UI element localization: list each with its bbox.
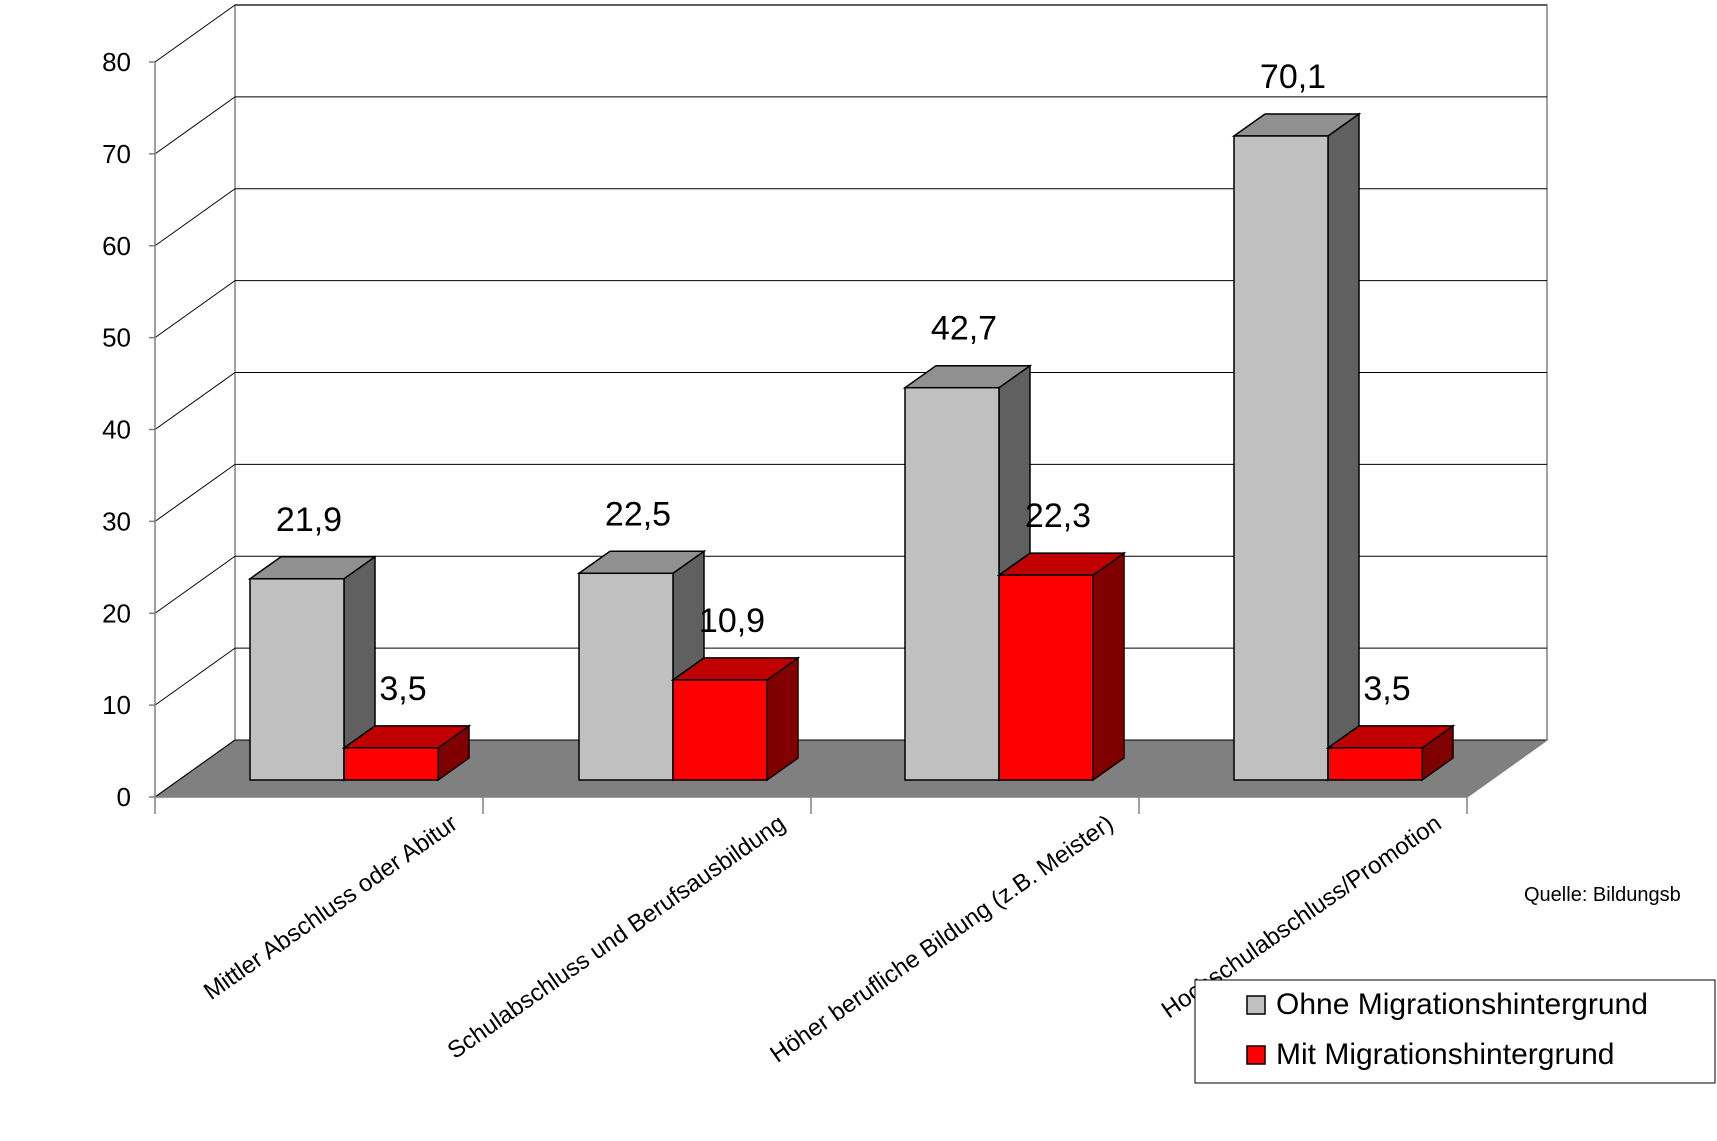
bars: [247, 112, 1456, 782]
gridline-side: [154, 188, 236, 247]
y-tick-label: 80: [102, 47, 131, 77]
bar-ohne-3-side: [1327, 112, 1360, 782]
bar-mit-2-front: [998, 574, 1094, 781]
data-labels: 21,9 3,5 22,5 10,9 42,7 22,3 70,1 3,5: [276, 58, 1411, 708]
bar-ohne-0-front: [249, 578, 345, 781]
floor-right-edge: [1466, 739, 1548, 798]
legend-label-mit: Mit Migrationshintergrund: [1276, 1038, 1614, 1071]
legend-swatch-mit: [1246, 1045, 1266, 1065]
bar-ohne-1-front: [578, 572, 674, 781]
gridline-side: [154, 4, 236, 63]
bar-mit-0-front: [343, 747, 439, 781]
gridline-side: [154, 647, 236, 706]
y-axis-ticks: 0 10 20 30 40 50 60 70 80: [102, 47, 155, 812]
data-label-ohne-3: 70,1: [1260, 58, 1326, 96]
bar-mit-2: [996, 551, 1127, 782]
y-tick-label: 30: [102, 506, 131, 536]
legend-swatch-ohne: [1246, 995, 1266, 1015]
source-note: Quelle: Bildungsb: [1524, 884, 1681, 906]
y-tick-label: 10: [102, 690, 131, 720]
gridline-side: [154, 372, 236, 430]
legend-box: [1194, 979, 1716, 1084]
data-label-ohne-2: 42,7: [931, 310, 997, 348]
bar-mit-3-front: [1327, 747, 1423, 781]
gridline-side: [154, 96, 236, 155]
bar-ohne-3: [1231, 112, 1362, 782]
bar-mit-0: [341, 724, 472, 782]
y-tick-label: 50: [102, 323, 131, 353]
y-tick-label: 70: [102, 139, 131, 169]
data-label-mit-3: 3,5: [1363, 670, 1410, 708]
gridline-side: [154, 463, 236, 522]
data-label-mit-0: 3,5: [379, 670, 426, 708]
data-label-ohne-1: 22,5: [605, 495, 671, 533]
bar-mit-2-side: [1092, 551, 1125, 782]
gridline-side: [154, 739, 236, 798]
bar-ohne-3-front: [1233, 135, 1329, 781]
y-tick-label: 20: [102, 598, 131, 628]
legend-label-ohne: Ohne Migrationshintergrund: [1276, 988, 1648, 1021]
legend: Ohne Migrationshintergrund Mit Migration…: [1194, 979, 1716, 1084]
category-label-1: Schulabschluss und Berufsausbildung: [443, 810, 791, 1065]
bar-mit-1-front: [672, 679, 768, 781]
data-label-mit-2: 22,3: [1025, 497, 1091, 535]
category-label-0: Mittler Abschluss oder Abitur: [199, 810, 463, 1006]
gridline-side: [154, 555, 236, 614]
bar-mit-3: [1325, 724, 1456, 782]
bar-ohne-0: [247, 555, 378, 782]
bar-mit-1: [670, 656, 801, 782]
y-tick-label: 40: [102, 415, 131, 445]
category-label-2: Höher berufliche Bildung (z.B. Meister): [765, 810, 1118, 1069]
bar-ohne-2-front: [904, 386, 1000, 781]
axes: [154, 62, 1548, 814]
data-label-ohne-0: 21,9: [276, 501, 342, 539]
bar-ohne-1: [576, 549, 707, 782]
y-tick-label: 60: [102, 231, 131, 261]
data-label-mit-1: 10,9: [699, 602, 765, 640]
gridline-side: [154, 280, 236, 339]
y-tick-label: 0: [117, 782, 131, 812]
